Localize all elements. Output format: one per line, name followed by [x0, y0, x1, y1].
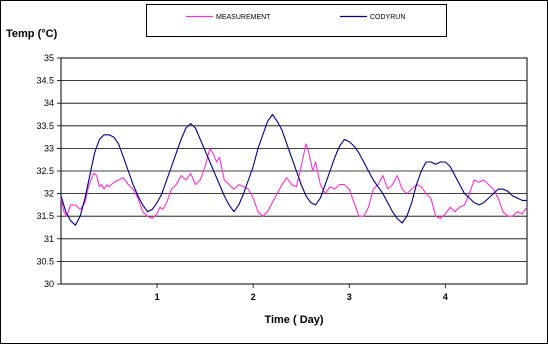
series-lines — [60, 113, 528, 226]
y-tick-label: 31.5 — [36, 211, 54, 221]
y-tick-label: 32.5 — [36, 166, 54, 176]
x-axis-title: Time ( Day) — [264, 314, 323, 326]
y-tick-label: 33 — [44, 143, 54, 153]
x-axis-ticks: 1 2 3 4 — [155, 284, 448, 302]
y-tick-label: 30.5 — [36, 256, 54, 266]
y-axis-title: Temp (°C) — [6, 28, 58, 40]
x-tick-label: 3 — [347, 292, 352, 302]
y-tick-label: 31 — [44, 234, 54, 244]
legend-label-codyrun: CODYRUN — [370, 14, 405, 21]
x-tick-label: 1 — [155, 292, 160, 302]
series-line-codyrun — [60, 113, 527, 226]
y-tick-label: 32 — [44, 189, 54, 199]
y-tick-label: 35 — [44, 53, 54, 63]
legend-box — [146, 4, 447, 37]
y-tick-label: 34.5 — [36, 76, 54, 86]
series-line-measurement — [60, 143, 528, 220]
gridlines — [61, 80, 527, 262]
legend-label-measurement: MEASUREMENT — [216, 14, 271, 21]
legend: MEASUREMENT CODYRUN — [146, 4, 447, 37]
x-tick-label: 4 — [443, 292, 448, 302]
y-tick-label: 34 — [44, 98, 54, 108]
y-axis-ticks: 30 30.5 31 31.5 32 32.5 33 33.5 34 34.5 35 — [36, 53, 61, 289]
y-tick-label: 30 — [44, 279, 54, 289]
x-tick-label: 2 — [251, 292, 256, 302]
y-tick-label: 33.5 — [36, 121, 54, 131]
